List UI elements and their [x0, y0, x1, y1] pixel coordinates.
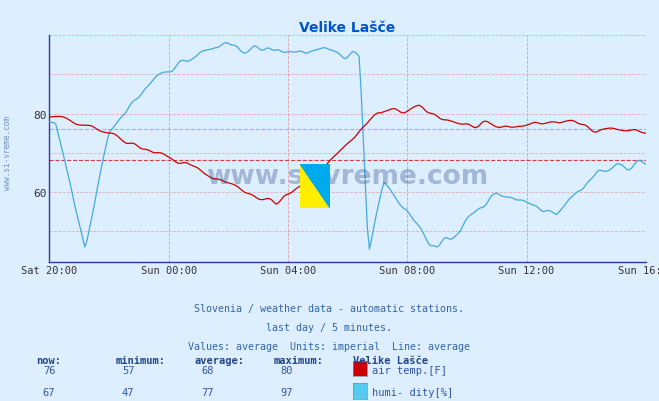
- Text: humi- dity[%]: humi- dity[%]: [372, 387, 453, 397]
- Polygon shape: [300, 164, 330, 209]
- Polygon shape: [300, 164, 330, 209]
- Text: 67: 67: [43, 387, 55, 397]
- Text: 57: 57: [122, 365, 134, 375]
- Text: www.si-vreme.com: www.si-vreme.com: [206, 164, 489, 190]
- Text: minimum:: minimum:: [115, 355, 165, 365]
- Text: 47: 47: [122, 387, 134, 397]
- Text: 76: 76: [43, 365, 55, 375]
- Title: Velike Lašče: Velike Lašče: [299, 21, 396, 35]
- Text: Velike Lašče: Velike Lašče: [353, 355, 428, 365]
- Text: 77: 77: [201, 387, 214, 397]
- Text: www.si-vreme.com: www.si-vreme.com: [3, 115, 13, 189]
- Text: Slovenia / weather data - automatic stations.: Slovenia / weather data - automatic stat…: [194, 303, 465, 313]
- Text: Values: average  Units: imperial  Line: average: Values: average Units: imperial Line: av…: [188, 341, 471, 351]
- Text: last day / 5 minutes.: last day / 5 minutes.: [266, 322, 393, 332]
- Text: maximum:: maximum:: [273, 355, 324, 365]
- Text: 80: 80: [280, 365, 293, 375]
- Text: air temp.[F]: air temp.[F]: [372, 365, 447, 375]
- Text: 97: 97: [280, 387, 293, 397]
- Text: average:: average:: [194, 355, 244, 365]
- Text: now:: now:: [36, 355, 61, 365]
- Text: 68: 68: [201, 365, 214, 375]
